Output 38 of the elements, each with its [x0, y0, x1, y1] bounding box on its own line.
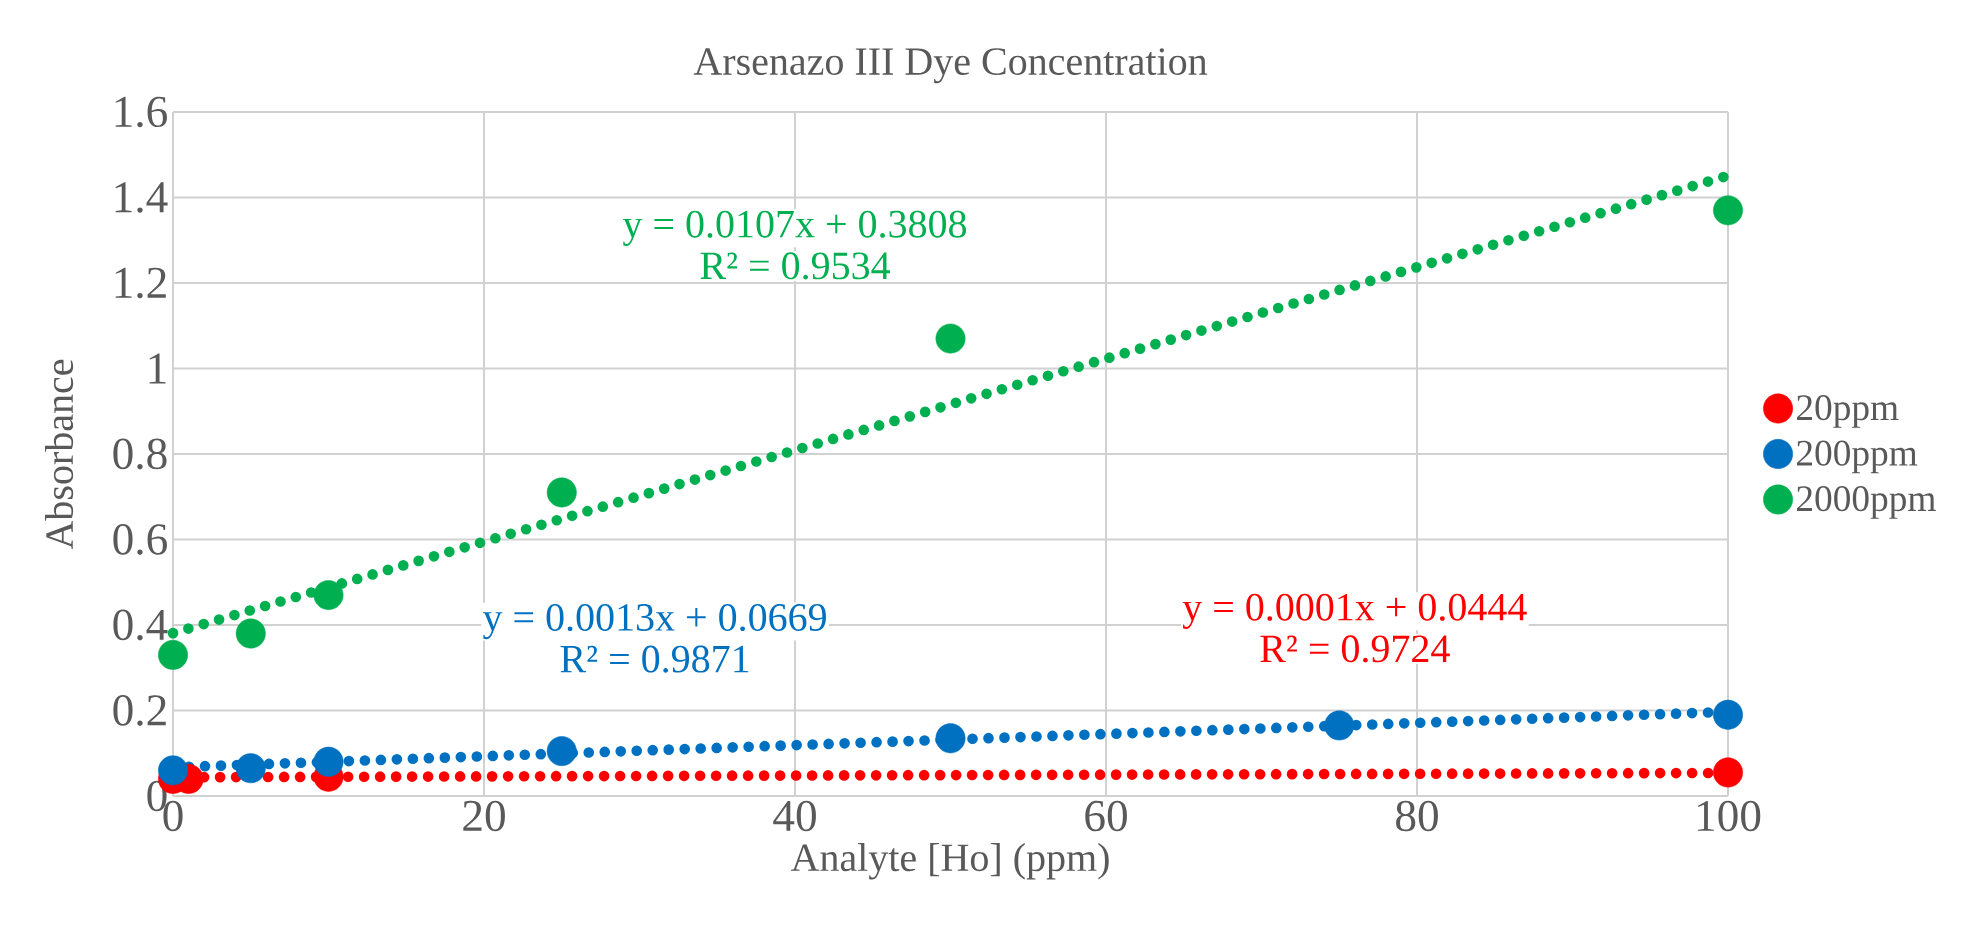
point: [546, 477, 577, 508]
x-tick-label: 60: [1085, 800, 1127, 832]
y-tick-label: 1: [149, 353, 166, 384]
annotation: R² = 0.9534: [700, 252, 891, 280]
y-tick-label: 1.4: [115, 182, 168, 213]
point: [235, 753, 266, 784]
point: [546, 736, 577, 767]
point: [235, 618, 266, 649]
point: [1324, 710, 1355, 741]
x-tick-label: 20: [463, 800, 505, 832]
y-tick-label: 1.2: [115, 267, 166, 299]
x-tick-label: 80: [1396, 800, 1438, 832]
point: [313, 580, 344, 610]
point: [1713, 699, 1743, 730]
y-axis-title: Absorbance: [45, 359, 74, 550]
point: [935, 723, 966, 754]
y-tick-label: 0.2: [113, 695, 166, 726]
x-tick-label: 100: [1698, 800, 1761, 832]
x-tick-label: 40: [773, 800, 816, 832]
annotation: y = 0.0001x + 0.0444: [1182, 593, 1527, 629]
y-tick-label: 0.6: [113, 524, 167, 555]
x-axis-title: Analyte [Ho] (ppm): [790, 843, 1109, 880]
point: [313, 746, 344, 777]
y-tick-label: 0.8: [113, 438, 167, 470]
point: [158, 639, 188, 670]
point: [935, 323, 966, 354]
point: [1713, 195, 1743, 226]
annotation: y = 0.0013x + 0.0669: [482, 603, 826, 640]
annotation: y = 0.0107x + 0.3808: [622, 210, 967, 246]
point: [1713, 757, 1743, 788]
legend-label: 20ppm: [1797, 395, 1899, 428]
annotation: R² = 0.9871: [560, 645, 749, 673]
annotation: R² = 0.9724: [1260, 635, 1450, 663]
legend-label: 2000ppm: [1797, 486, 1936, 519]
chart-title: Arsenazo III Dye Concentration: [693, 48, 1208, 84]
y-tick-label: 0.4: [113, 609, 168, 641]
y-tick-label: 1.6: [115, 96, 167, 128]
legend-label: 200ppm: [1797, 440, 1918, 474]
